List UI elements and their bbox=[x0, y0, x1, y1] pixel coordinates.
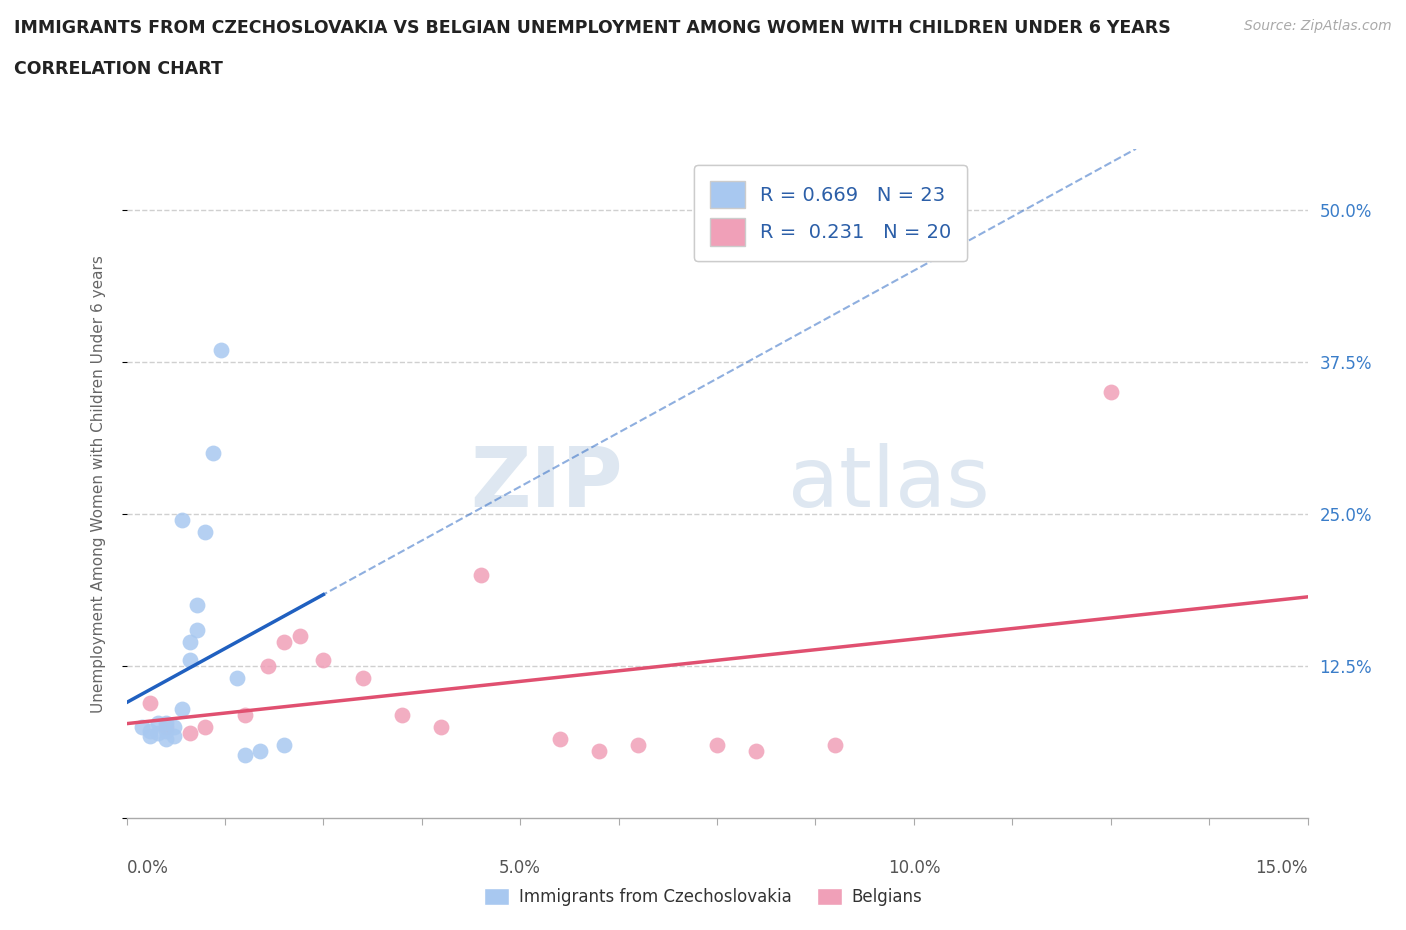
Text: CORRELATION CHART: CORRELATION CHART bbox=[14, 60, 224, 78]
Point bbox=[155, 732, 177, 747]
Point bbox=[186, 622, 208, 637]
Point bbox=[548, 732, 571, 747]
Point bbox=[155, 716, 177, 731]
Point bbox=[146, 725, 169, 740]
Text: ZIP: ZIP bbox=[470, 443, 623, 525]
Text: atlas: atlas bbox=[787, 443, 990, 525]
Point bbox=[233, 748, 256, 763]
Point bbox=[430, 720, 453, 735]
Point bbox=[588, 744, 610, 759]
Point bbox=[233, 708, 256, 723]
Point bbox=[627, 737, 650, 752]
Point bbox=[139, 696, 162, 711]
Text: 10.0%: 10.0% bbox=[889, 858, 941, 877]
Point bbox=[273, 634, 295, 649]
Point bbox=[202, 445, 225, 460]
Point bbox=[179, 725, 201, 740]
Point bbox=[139, 728, 162, 743]
Point bbox=[288, 629, 311, 644]
Legend: R = 0.669   N = 23, R =  0.231   N = 20: R = 0.669 N = 23, R = 0.231 N = 20 bbox=[695, 166, 967, 261]
Text: 0.0%: 0.0% bbox=[127, 858, 169, 877]
Point bbox=[155, 724, 177, 738]
Point bbox=[391, 708, 413, 723]
Point bbox=[470, 567, 492, 582]
Point bbox=[186, 598, 208, 613]
Text: 15.0%: 15.0% bbox=[1256, 858, 1308, 877]
Text: Source: ZipAtlas.com: Source: ZipAtlas.com bbox=[1244, 19, 1392, 33]
Legend: Immigrants from Czechoslovakia, Belgians: Immigrants from Czechoslovakia, Belgians bbox=[477, 881, 929, 912]
Point bbox=[745, 744, 768, 759]
Text: 5.0%: 5.0% bbox=[499, 858, 541, 877]
Point bbox=[312, 653, 335, 668]
Point bbox=[170, 512, 193, 527]
Point bbox=[163, 720, 186, 735]
Point bbox=[352, 671, 374, 685]
Point bbox=[194, 720, 217, 735]
Point bbox=[131, 720, 153, 735]
Point bbox=[179, 653, 201, 668]
Point bbox=[163, 728, 186, 743]
Point bbox=[257, 658, 280, 673]
Point bbox=[225, 671, 247, 685]
Text: IMMIGRANTS FROM CZECHOSLOVAKIA VS BELGIAN UNEMPLOYMENT AMONG WOMEN WITH CHILDREN: IMMIGRANTS FROM CZECHOSLOVAKIA VS BELGIA… bbox=[14, 19, 1171, 36]
Point bbox=[146, 716, 169, 731]
Point bbox=[194, 525, 217, 539]
Point bbox=[249, 744, 271, 759]
Y-axis label: Unemployment Among Women with Children Under 6 years: Unemployment Among Women with Children U… bbox=[91, 255, 105, 712]
Point bbox=[139, 724, 162, 738]
Point bbox=[273, 737, 295, 752]
Point bbox=[209, 342, 232, 357]
Point bbox=[706, 737, 728, 752]
Point bbox=[1099, 385, 1122, 400]
Point bbox=[170, 701, 193, 716]
Point bbox=[179, 634, 201, 649]
Point bbox=[824, 737, 846, 752]
Point bbox=[155, 720, 177, 735]
